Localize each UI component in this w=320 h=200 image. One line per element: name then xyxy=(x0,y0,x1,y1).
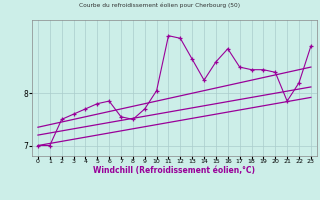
Text: Courbe du refroidissement éolien pour Cherbourg (50): Courbe du refroidissement éolien pour Ch… xyxy=(79,2,241,7)
X-axis label: Windchill (Refroidissement éolien,°C): Windchill (Refroidissement éolien,°C) xyxy=(93,166,255,175)
